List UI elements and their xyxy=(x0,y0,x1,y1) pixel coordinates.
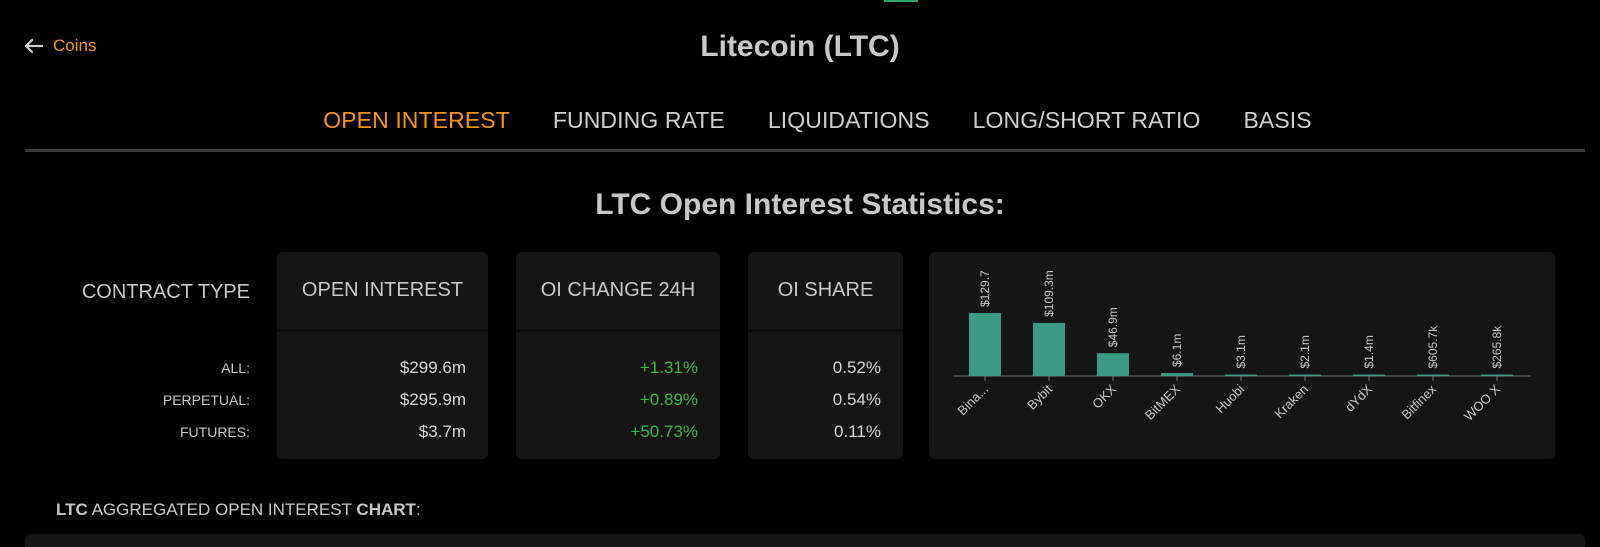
tab-long-short-ratio[interactable]: LONG/SHORT RATIO xyxy=(972,107,1201,133)
chart-bar[interactable] xyxy=(1289,374,1321,377)
chart-tick-label: OKX xyxy=(1089,381,1119,411)
aggregated-chart-panel xyxy=(25,534,1585,547)
oi-share-all: 0.52% xyxy=(832,358,881,377)
chart-tick-label: BitMEX xyxy=(1142,381,1183,422)
statistics-title-bold: Statistics xyxy=(861,188,995,221)
chart-data-label: $3.1m xyxy=(1234,335,1248,368)
chart-bar[interactable] xyxy=(1225,374,1257,376)
coin-symbol: (LTC) xyxy=(823,30,900,63)
arrow-left-icon xyxy=(25,39,43,53)
open-interest-futures: $3.7m xyxy=(418,422,466,441)
chart-tick-label: Bybit xyxy=(1024,381,1055,412)
chart-tick-label: WOO X xyxy=(1461,381,1504,424)
oi-change-header: OI CHANGE 24H xyxy=(516,252,720,332)
chart-tick-label: Bitfinex xyxy=(1398,381,1439,422)
statistics-title-symbol: LTC xyxy=(595,188,652,221)
oi-share-futures: 0.11% xyxy=(834,422,881,441)
statistics-title-middle: Open Interest xyxy=(659,188,854,221)
chart-bar[interactable] xyxy=(1033,322,1065,376)
aggregated-title-symbol: LTC xyxy=(56,500,88,519)
chart-tick-label: Huobi xyxy=(1212,381,1247,416)
contract-type-futures: FUTURES: xyxy=(180,424,250,440)
chart-data-label: $46.9m xyxy=(1106,307,1120,347)
chart-data-label: $605.7k xyxy=(1426,325,1440,369)
chart-bar[interactable] xyxy=(969,313,1001,376)
contract-type-all: ALL: xyxy=(221,360,250,376)
aggregated-title-middle: AGGREGATED OPEN INTEREST xyxy=(91,500,352,519)
aggregated-title-suffix: : xyxy=(415,500,421,519)
chart-tick-label: Kraken xyxy=(1271,382,1311,422)
oi-change-perpetual: +0.89% xyxy=(639,390,698,409)
top-accent-bar xyxy=(884,0,918,2)
coin-name: Litecoin xyxy=(700,30,816,63)
back-to-coins-link[interactable]: Coins xyxy=(25,36,96,56)
page-title: Litecoin (LTC) xyxy=(0,30,1600,64)
metric-tabs: OPEN INTEREST FUNDING RATE LIQUIDATIONS … xyxy=(25,104,1585,152)
exchange-oi-chart-card: $129.7 Bina... $109.3m Bybit $46.9m OKX $6.1m B… xyxy=(929,252,1555,459)
statistics-title-suffix: : xyxy=(994,188,1005,221)
tab-basis[interactable]: BASIS xyxy=(1243,107,1312,133)
chart-bar[interactable] xyxy=(1353,374,1385,377)
open-interest-card: OPEN INTEREST $299.6m $295.9m $3.7m xyxy=(277,252,488,459)
statistics-title: LTC Open Interest Statistics: xyxy=(0,188,1600,222)
contract-type-column: CONTRACT TYPE ALL: PERPETUAL: FUTURES: xyxy=(40,252,250,459)
chart-data-label: $129.7 xyxy=(978,270,992,307)
tab-open-interest[interactable]: OPEN INTEREST xyxy=(323,107,510,133)
aggregated-chart-title: LTC AGGREGATED OPEN INTEREST CHART: xyxy=(56,500,421,520)
contract-type-perpetual: PERPETUAL: xyxy=(162,392,250,408)
chart-bar[interactable] xyxy=(1481,374,1513,377)
oi-change-all: +1.31% xyxy=(639,358,698,377)
chart-data-label: $6.1m xyxy=(1170,334,1184,367)
oi-share-card: OI SHARE 0.52% 0.54% 0.11% xyxy=(748,252,903,459)
tab-liquidations[interactable]: LIQUIDATIONS xyxy=(767,107,930,133)
open-interest-header: OPEN INTEREST xyxy=(277,252,488,332)
chart-tick-label: dYdX xyxy=(1342,381,1375,414)
chart-data-label: $2.1m xyxy=(1298,335,1312,368)
chart-data-label: $1.4m xyxy=(1362,335,1376,368)
chart-bar[interactable] xyxy=(1097,353,1129,376)
oi-share-header: OI SHARE xyxy=(748,252,903,332)
aggregated-title-bold: CHART xyxy=(356,500,416,519)
chart-tick-label: Bina... xyxy=(954,382,991,419)
open-interest-perpetual: $295.9m xyxy=(399,390,466,409)
chart-data-label: $265.8k xyxy=(1490,325,1504,369)
back-link-label: Coins xyxy=(53,36,97,55)
chart-bar[interactable] xyxy=(1417,374,1449,377)
exchange-oi-bar-chart: $129.7 Bina... $109.3m Bybit $46.9m OKX $6.1m B… xyxy=(954,270,1531,424)
oi-change-futures: +50.73% xyxy=(630,422,698,441)
oi-change-card: OI CHANGE 24H +1.31% +0.89% +50.73% xyxy=(516,252,720,459)
contract-type-header: CONTRACT TYPE xyxy=(81,280,250,303)
chart-bar[interactable] xyxy=(1161,373,1193,376)
chart-data-label: $109.3m xyxy=(1042,270,1056,317)
tab-funding-rate[interactable]: FUNDING RATE xyxy=(552,107,725,133)
open-interest-all: $299.6m xyxy=(399,358,466,377)
oi-share-perpetual: 0.54% xyxy=(832,390,881,409)
